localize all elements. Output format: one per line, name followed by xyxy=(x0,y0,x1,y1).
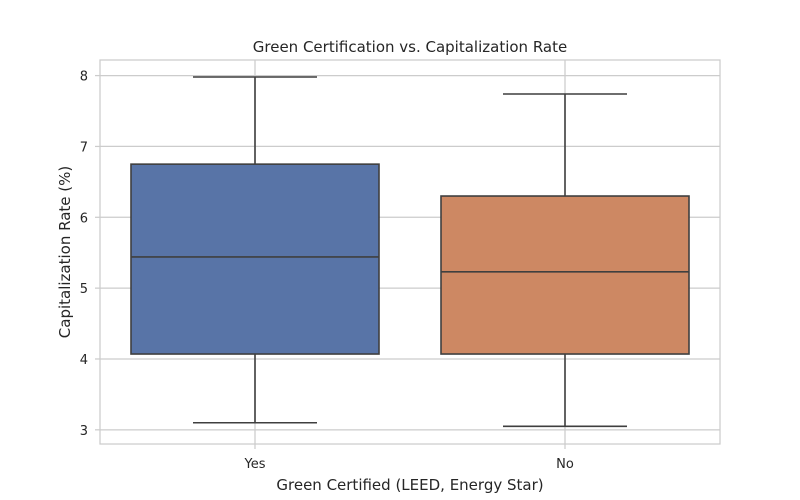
y-tick-label: 3 xyxy=(80,424,88,439)
y-tick-label: 8 xyxy=(80,70,88,85)
y-tick-label: 4 xyxy=(80,353,88,368)
iqr-box xyxy=(440,195,690,355)
y-axis-label: Capitalization Rate (%) xyxy=(56,166,74,338)
x-axis-label: Green Certified (LEED, Energy Star) xyxy=(276,476,543,494)
y-axis-ticks: 3 4 5 6 7 8 xyxy=(80,70,100,439)
x-axis-ticks: Yes No xyxy=(244,444,574,472)
x-tick-label: Yes xyxy=(244,457,266,472)
y-tick-label: 6 xyxy=(80,211,88,226)
chart-title: Green Certification vs. Capitalization R… xyxy=(253,38,567,56)
box-no xyxy=(440,93,690,428)
boxes xyxy=(130,76,690,428)
y-tick-label: 5 xyxy=(80,282,88,297)
iqr-box xyxy=(130,163,380,355)
plot-area-frame xyxy=(99,59,721,445)
box-yes xyxy=(130,76,380,424)
x-tick-label: No xyxy=(556,457,574,472)
y-tick-label: 7 xyxy=(80,140,88,155)
